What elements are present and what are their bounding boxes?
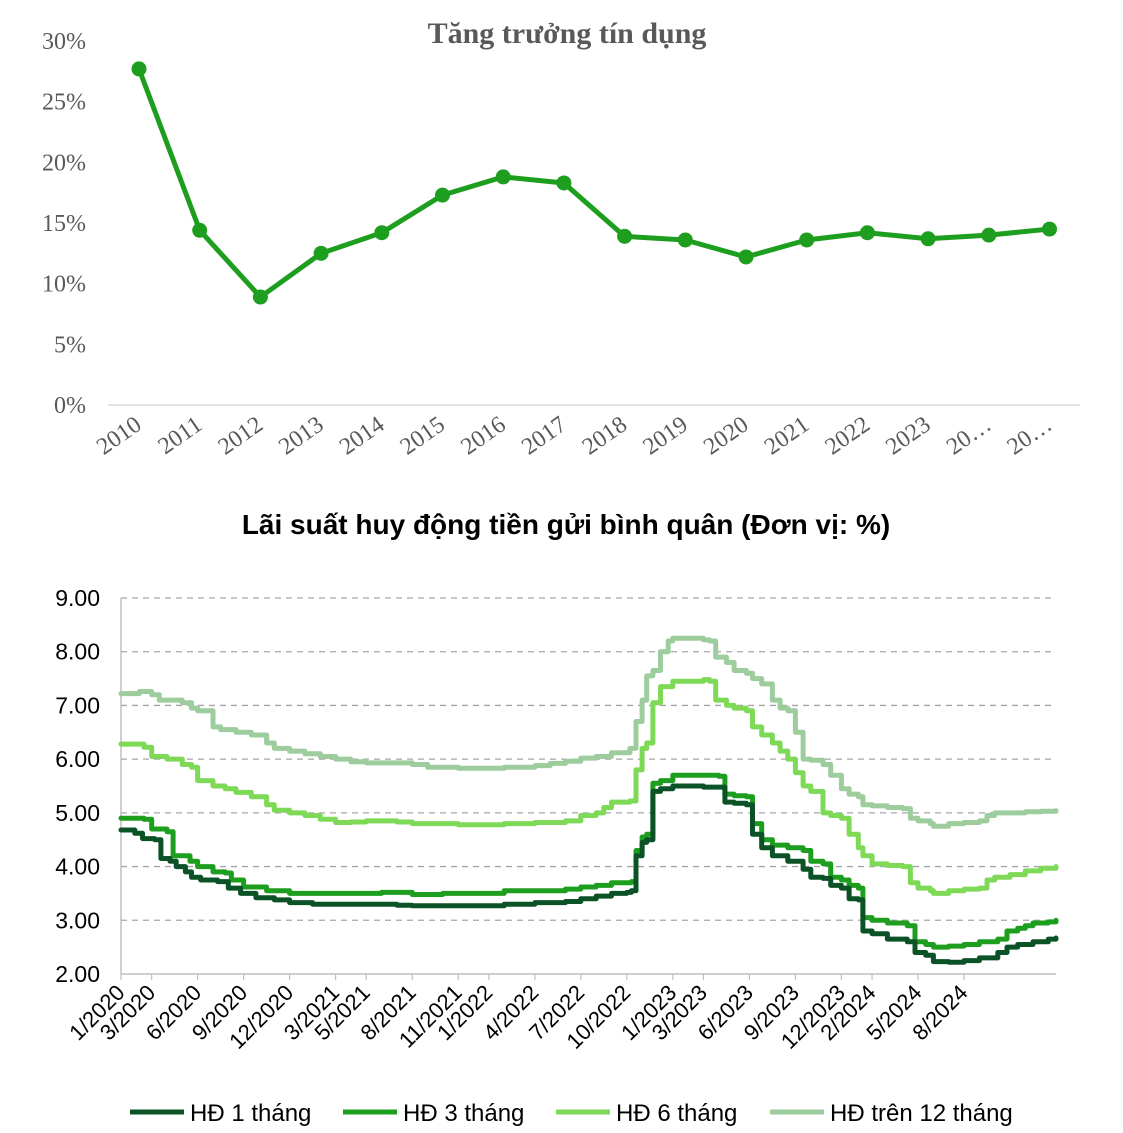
chart1-data-point: [435, 187, 450, 203]
chart1-data-point: [495, 169, 511, 185]
chart1-title: Tăng trưởng tín dụng: [428, 17, 707, 50]
chart1-data-point: [313, 245, 329, 261]
chart1-y-tick-label: 30%: [42, 29, 86, 55]
chart1-data-point: [617, 228, 633, 244]
chart2-legend: HĐ 1 tháng HĐ 3 tháng HĐ 6 tháng HĐ trên 12…: [130, 1100, 1013, 1127]
chart1-data-point: [677, 232, 693, 248]
chart1-data-point: [981, 227, 997, 243]
chart1-y-tick-label: 15%: [42, 211, 86, 237]
chart2-y-tick-label: 6.00: [55, 746, 100, 772]
chart2-y-tick-label: 2.00: [55, 961, 100, 987]
chart2-y-tick-label: 9.00: [55, 585, 100, 611]
chart2-title: Lãi suất huy động tiền gửi bình quân (Đơ…: [242, 509, 890, 540]
chart1-data-point: [192, 222, 208, 238]
chart2-y-tick-label: 7.00: [55, 692, 100, 718]
chart1-y-axis: 0% 5% 10% 15% 20% 25% 30%: [42, 29, 86, 419]
chart2-y-axis: 2.00 3.00 4.00 5.00 6.00 7.00 8.00 9.00: [55, 585, 100, 987]
chart1-data-point: [920, 231, 936, 247]
chart2-y-tick-label: 3.00: [55, 907, 100, 933]
chart1-y-tick-label: 5%: [54, 332, 86, 358]
chart2-y-tick-label: 4.00: [55, 854, 100, 880]
chart1-series-line: [136, 66, 1052, 300]
chart2-series-line: [118, 677, 1059, 896]
chart2-series-line: [118, 783, 1059, 965]
chart1-data-point: [374, 225, 390, 241]
chart1-data-point: [859, 225, 875, 241]
chart1-data-point: [1042, 221, 1057, 237]
chart2-y-tick-label: 8.00: [55, 639, 100, 665]
chart1-data-point: [799, 232, 815, 248]
chart2-series-line: [118, 772, 1059, 950]
legend-label: HĐ 3 tháng: [403, 1100, 524, 1127]
legend-label: HĐ trên 12 tháng: [830, 1100, 1013, 1127]
chart1-data-point: [131, 61, 147, 77]
chart1-series: [131, 61, 1057, 305]
chart1-y-tick-label: 25%: [42, 90, 86, 116]
chart1-y-tick-label: 10%: [42, 272, 86, 298]
legend-label: HĐ 6 tháng: [616, 1100, 737, 1127]
chart1-y-tick-label: 20%: [42, 150, 86, 176]
chart2-y-tick-label: 5.00: [55, 800, 100, 826]
chart1-y-tick-label: 0%: [54, 393, 86, 419]
legend-label: HĐ 1 tháng: [190, 1100, 311, 1127]
chart2-series: [118, 635, 1059, 965]
chart1-data-point: [252, 289, 268, 305]
chart1-data-point: [556, 175, 572, 191]
chart1-data-point: [738, 249, 754, 265]
chart2-series-line: [118, 635, 1059, 829]
